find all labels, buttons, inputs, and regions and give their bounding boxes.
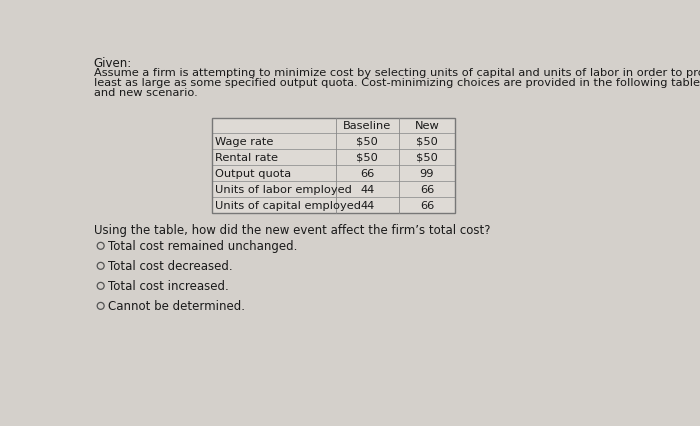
Text: $50: $50: [416, 136, 438, 147]
Text: and new scenario.: and new scenario.: [94, 88, 197, 98]
Text: $50: $50: [356, 136, 378, 147]
Text: New: New: [414, 121, 440, 131]
Text: Assume a firm is attempting to minimize cost by selecting units of capital and u: Assume a firm is attempting to minimize …: [94, 68, 700, 78]
Text: $50: $50: [356, 153, 378, 162]
Text: Baseline: Baseline: [343, 121, 391, 131]
Text: Given:: Given:: [94, 57, 132, 70]
Text: Rental rate: Rental rate: [215, 153, 278, 162]
Text: Cannot be determined.: Cannot be determined.: [108, 299, 245, 313]
Text: Output quota: Output quota: [215, 169, 290, 178]
Bar: [211, 150, 455, 166]
Bar: [211, 198, 455, 214]
Text: Using the table, how did the new event affect the firm’s total cost?: Using the table, how did the new event a…: [94, 223, 490, 236]
Bar: [211, 182, 455, 198]
Text: 66: 66: [420, 201, 434, 211]
Bar: [211, 166, 455, 182]
Text: Total cost remained unchanged.: Total cost remained unchanged.: [108, 240, 297, 253]
Text: least as large as some specified output quota. Cost-minimizing choices are provi: least as large as some specified output …: [94, 78, 700, 88]
Text: $50: $50: [416, 153, 438, 162]
Text: 44: 44: [360, 185, 374, 195]
Text: Total cost increased.: Total cost increased.: [108, 280, 228, 293]
Bar: [211, 133, 455, 150]
Text: Units of labor employed: Units of labor employed: [215, 185, 351, 195]
Text: Units of capital employed: Units of capital employed: [215, 201, 360, 211]
Text: 66: 66: [420, 185, 434, 195]
Text: 99: 99: [420, 169, 434, 178]
Text: Total cost decreased.: Total cost decreased.: [108, 260, 232, 273]
Text: Wage rate: Wage rate: [215, 136, 273, 147]
Bar: [211, 119, 455, 133]
Text: 66: 66: [360, 169, 374, 178]
Bar: [211, 119, 455, 214]
Text: 44: 44: [360, 201, 374, 211]
